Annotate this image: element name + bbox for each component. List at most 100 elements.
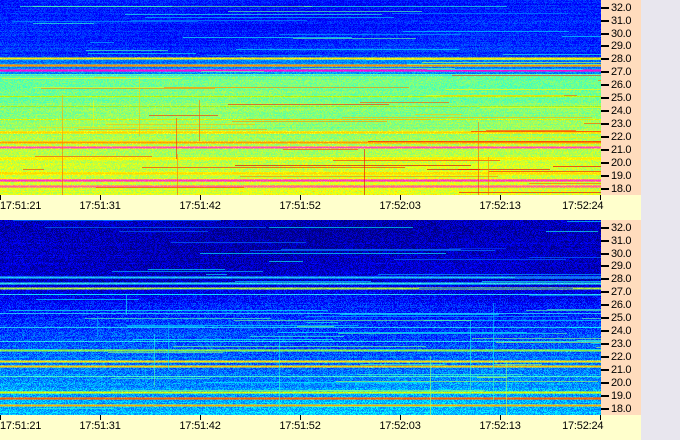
- time-axis-tick-label: 17:52:13: [479, 420, 521, 432]
- time-axis-tick-mark: [500, 195, 501, 200]
- time-axis-tick-mark: [100, 415, 101, 420]
- time-axis-tick-label: 17:51:21: [0, 420, 42, 432]
- y-axis-tick-label: 19.0: [611, 169, 632, 182]
- y-tick-mark-icon: [601, 330, 609, 332]
- time-axis-tick-label: 17:51:21: [0, 200, 42, 212]
- y-axis-tick-label: 20.0: [611, 156, 632, 169]
- spectrogram-panel-top: 32.0 31.0 30.0 29.0 28.0 27.0 26.0 25.0 24.0 23.0…: [0, 0, 680, 195]
- y-tick-mark-icon: [601, 356, 609, 358]
- y-axis-labels-top: 32.0 31.0 30.0 29.0 28.0 27.0 26.0 25.0 24.0 23.0…: [601, 0, 641, 195]
- y-axis-tick-label: 22.0: [611, 130, 632, 143]
- y-tick-mark-icon: [601, 84, 609, 86]
- time-axis-tick-mark: [300, 195, 301, 200]
- time-axis-tick-mark: [0, 415, 1, 420]
- y-axis-tick-label: 32.0: [611, 1, 632, 14]
- time-axis-tick-mark: [600, 195, 601, 200]
- y-tick-mark-icon: [601, 408, 609, 410]
- right-margin-bottom: [641, 220, 680, 415]
- time-axis-tick-label: 17:52:24: [562, 200, 604, 212]
- y-axis-tick-label: 19.0: [611, 389, 632, 402]
- time-axis-tick-mark: [100, 195, 101, 200]
- y-tick-mark-icon: [601, 110, 609, 112]
- time-axis-top-filler: [601, 195, 641, 220]
- time-axis-bottom-right-filler: [641, 415, 680, 440]
- y-axis-tick-label: 24.0: [611, 324, 632, 337]
- time-axis-tick-label: 17:52:03: [379, 420, 421, 432]
- y-tick-mark-icon: [601, 317, 609, 319]
- y-axis-tick-label: 25.0: [611, 311, 632, 324]
- time-axis-tick-mark: [500, 415, 501, 420]
- y-axis-tick-label: 24.0: [611, 104, 632, 117]
- right-margin-top: [641, 0, 680, 195]
- y-axis-tick-label: 30.0: [611, 27, 632, 40]
- y-axis-tick-label: 20.0: [611, 376, 632, 389]
- y-axis-tick-label: 29.0: [611, 259, 632, 272]
- time-axis-tick-label: 17:51:52: [279, 420, 321, 432]
- time-axis-tick-label: 17:52:24: [562, 420, 604, 432]
- y-tick-mark-icon: [601, 20, 609, 22]
- y-axis-tick-label: 23.0: [611, 337, 632, 350]
- y-tick-mark-icon: [601, 188, 609, 190]
- time-axis-tick-mark: [0, 195, 1, 200]
- y-tick-mark-icon: [601, 45, 609, 47]
- y-tick-mark-icon: [601, 58, 609, 60]
- y-axis-tick-label: 28.0: [611, 272, 632, 285]
- y-axis-tick-label: 27.0: [611, 285, 632, 298]
- y-tick-mark-icon: [601, 265, 609, 267]
- y-tick-mark-icon: [601, 97, 609, 99]
- y-axis-tick-label: 21.0: [611, 143, 632, 156]
- spectrogram-panel-bottom: 32.0 31.0 30.0 29.0 28.0 27.0 26.0 25.0 24.0 23.0…: [0, 220, 680, 415]
- y-tick-mark-icon: [601, 304, 609, 306]
- y-axis-tick-label: 32.0: [611, 221, 632, 234]
- y-tick-mark-icon: [601, 395, 609, 397]
- y-tick-mark-icon: [601, 7, 609, 9]
- time-axis-bottom: 17:51:21 17:51:31 17:51:42 17:51:52 17:52:03…: [0, 415, 680, 440]
- y-tick-mark-icon: [601, 175, 609, 177]
- time-axis-tick-label: 17:51:52: [279, 200, 321, 212]
- y-tick-mark-icon: [601, 71, 609, 73]
- y-axis-tick-label: 30.0: [611, 247, 632, 260]
- y-tick-mark-icon: [601, 227, 609, 229]
- spectrogram-top-canvas[interactable]: [0, 0, 601, 195]
- time-axis-tick-mark: [200, 195, 201, 200]
- time-axis-tick-mark: [600, 415, 601, 420]
- y-tick-mark-icon: [601, 162, 609, 164]
- time-axis-top: 17:51:21 17:51:31 17:51:42 17:51:52 17:52:03…: [0, 195, 680, 220]
- y-axis-tick-label: 31.0: [611, 14, 632, 27]
- spectrogram-top-plot-area[interactable]: [0, 0, 601, 195]
- y-axis-tick-label: 26.0: [611, 78, 632, 91]
- y-axis-tick-label: 31.0: [611, 234, 632, 247]
- time-axis-tick-label: 17:51:31: [79, 420, 121, 432]
- y-axis-tick-label: 28.0: [611, 52, 632, 65]
- time-axis-top-right-filler: [641, 195, 680, 220]
- spectrogram-bottom-plot-area[interactable]: [0, 220, 601, 415]
- time-axis-tick-label: 17:52:13: [479, 200, 521, 212]
- time-axis-tick-mark: [200, 415, 201, 420]
- y-axis-tick-label: 26.0: [611, 298, 632, 311]
- y-tick-mark-icon: [601, 149, 609, 151]
- y-tick-mark-icon: [601, 343, 609, 345]
- y-tick-mark-icon: [601, 33, 609, 35]
- time-axis-tick-label: 17:51:42: [179, 420, 221, 432]
- time-axis-tick-mark: [400, 415, 401, 420]
- y-axis-tick-label: 27.0: [611, 65, 632, 78]
- y-axis-tick-label: 21.0: [611, 363, 632, 376]
- y-tick-mark-icon: [601, 240, 609, 242]
- time-axis-tick-mark: [300, 415, 301, 420]
- time-axis-tick-label: 17:51:42: [179, 200, 221, 212]
- y-tick-mark-icon: [601, 369, 609, 371]
- y-axis-labels-bottom: 32.0 31.0 30.0 29.0 28.0 27.0 26.0 25.0 24.0 23.0…: [601, 220, 641, 415]
- spectrogram-bottom-canvas[interactable]: [0, 220, 601, 415]
- time-axis-tick-label: 17:52:03: [379, 200, 421, 212]
- y-tick-mark-icon: [601, 123, 609, 125]
- y-tick-mark-icon: [601, 136, 609, 138]
- time-axis-tick-label: 17:51:31: [79, 200, 121, 212]
- y-axis-tick-label: 18.0: [611, 402, 632, 415]
- y-axis-tick-label: 25.0: [611, 91, 632, 104]
- y-tick-mark-icon: [601, 291, 609, 293]
- y-tick-mark-icon: [601, 382, 609, 384]
- y-axis-tick-label: 18.0: [611, 182, 632, 195]
- y-axis-tick-label: 29.0: [611, 39, 632, 52]
- time-axis-bottom-filler: [601, 415, 641, 440]
